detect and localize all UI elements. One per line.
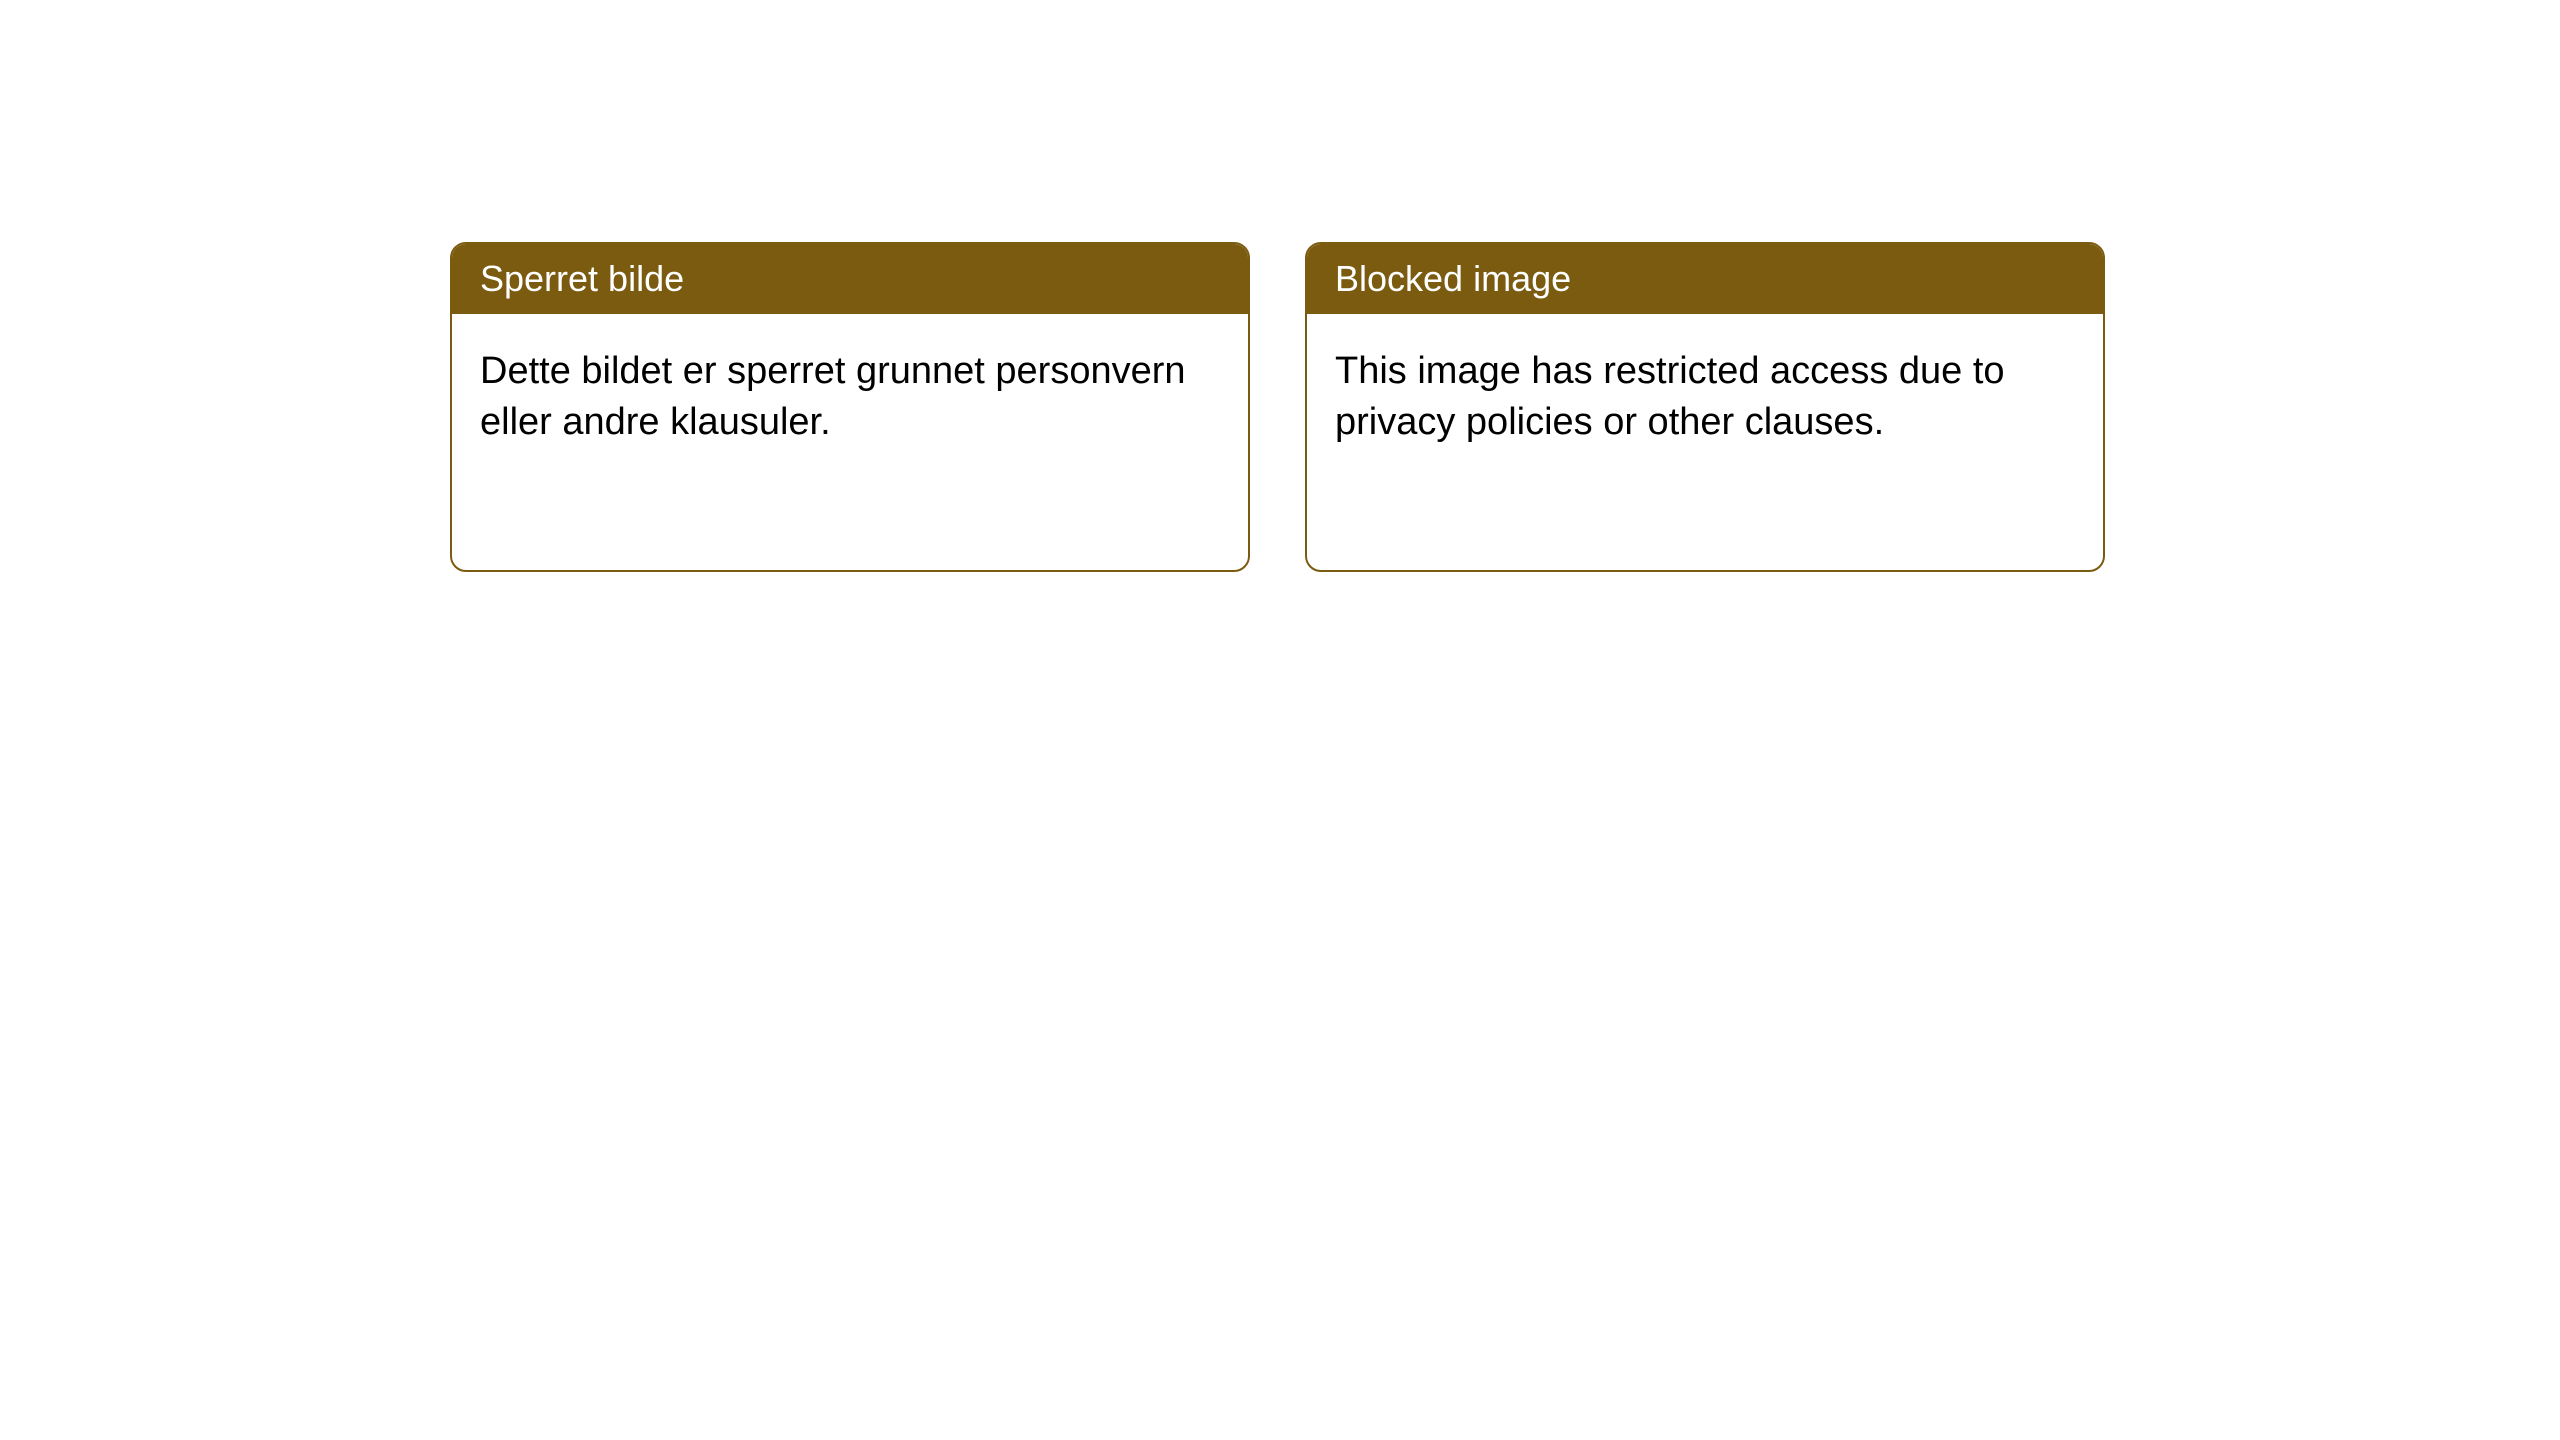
cards-container: Sperret bilde Dette bildet er sperret gr… <box>450 242 2105 572</box>
card-body-text-norwegian: Dette bildet er sperret grunnet personve… <box>480 350 1186 443</box>
card-english: Blocked image This image has restricted … <box>1305 242 2105 572</box>
card-norwegian: Sperret bilde Dette bildet er sperret gr… <box>450 242 1250 572</box>
card-header-english: Blocked image <box>1307 244 2103 314</box>
card-title-english: Blocked image <box>1335 258 1571 299</box>
card-header-norwegian: Sperret bilde <box>452 244 1248 314</box>
card-title-norwegian: Sperret bilde <box>480 258 684 299</box>
card-body-norwegian: Dette bildet er sperret grunnet personve… <box>452 314 1248 481</box>
card-body-english: This image has restricted access due to … <box>1307 314 2103 481</box>
card-body-text-english: This image has restricted access due to … <box>1335 350 2005 443</box>
